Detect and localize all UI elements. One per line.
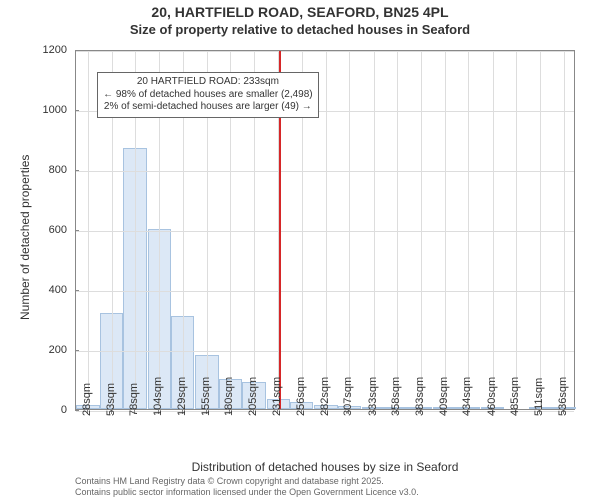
- title-line-1: 20, HARTFIELD ROAD, SEAFORD, BN25 4PL: [0, 4, 600, 22]
- chart-title: 20, HARTFIELD ROAD, SEAFORD, BN25 4PL Si…: [0, 4, 600, 38]
- gridline-h: [76, 231, 574, 232]
- title-line-2: Size of property relative to detached ho…: [0, 22, 600, 38]
- x-tick-label: 307sqm: [342, 377, 354, 416]
- y-tick-label: 800: [27, 164, 67, 176]
- y-axis-label: Number of detached properties: [18, 155, 32, 320]
- y-tick-label: 1000: [27, 104, 67, 116]
- y-tick-label: 200: [27, 344, 67, 356]
- x-tick-label: 28sqm: [81, 383, 93, 416]
- gridline-v: [326, 51, 327, 409]
- gridline-h: [76, 351, 574, 352]
- gridline-v: [374, 51, 375, 409]
- x-tick-label: 536sqm: [557, 377, 569, 416]
- y-tick-label: 1200: [27, 44, 67, 56]
- x-tick-label: 358sqm: [390, 377, 402, 416]
- annotation-line-1: 20 HARTFIELD ROAD: 233sqm: [103, 76, 313, 89]
- x-tick-label: 333sqm: [367, 377, 379, 416]
- x-tick-label: 383sqm: [414, 377, 426, 416]
- x-tick-label: 205sqm: [247, 377, 259, 416]
- annotation-callout: 20 HARTFIELD ROAD: 233sqm← 98% of detach…: [97, 72, 319, 118]
- x-tick-label: 282sqm: [319, 377, 331, 416]
- gridline-v: [445, 51, 446, 409]
- y-tick-label: 400: [27, 284, 67, 296]
- y-tick-label: 600: [27, 224, 67, 236]
- chart-container: 20, HARTFIELD ROAD, SEAFORD, BN25 4PL Si…: [0, 0, 600, 500]
- gridline-h: [76, 291, 574, 292]
- x-tick-label: 129sqm: [176, 377, 188, 416]
- gridline-h: [76, 171, 574, 172]
- x-tick-label: 78sqm: [128, 383, 140, 416]
- x-tick-label: 155sqm: [200, 377, 212, 416]
- attribution-line-1: Contains HM Land Registry data © Crown c…: [75, 476, 419, 487]
- gridline-h: [76, 51, 574, 52]
- x-tick-label: 231sqm: [271, 377, 283, 416]
- gridline-v: [88, 51, 89, 409]
- gridline-v: [493, 51, 494, 409]
- annotation-line-3: 2% of semi-detached houses are larger (4…: [103, 101, 313, 114]
- x-tick-label: 256sqm: [295, 377, 307, 416]
- x-tick-label: 180sqm: [223, 377, 235, 416]
- plot-area: 20 HARTFIELD ROAD: 233sqm← 98% of detach…: [75, 50, 575, 410]
- y-tick-mark: [75, 350, 79, 351]
- attribution-text: Contains HM Land Registry data © Crown c…: [75, 476, 419, 499]
- x-tick-label: 460sqm: [486, 377, 498, 416]
- gridline-v: [397, 51, 398, 409]
- y-tick-mark: [75, 170, 79, 171]
- y-tick-mark: [75, 110, 79, 111]
- x-tick-label: 53sqm: [105, 383, 117, 416]
- x-axis-ticks: 28sqm53sqm78sqm104sqm129sqm155sqm180sqm2…: [75, 410, 575, 465]
- gridline-v: [540, 51, 541, 409]
- x-tick-label: 511sqm: [533, 378, 545, 416]
- x-tick-label: 434sqm: [461, 377, 473, 416]
- gridline-v: [421, 51, 422, 409]
- annotation-line-2: ← 98% of detached houses are smaller (2,…: [103, 89, 313, 102]
- gridline-v: [516, 51, 517, 409]
- y-tick-mark: [75, 230, 79, 231]
- gridline-v: [349, 51, 350, 409]
- attribution-line-2: Contains public sector information licen…: [75, 487, 419, 498]
- y-tick-label: 0: [27, 404, 67, 416]
- y-tick-mark: [75, 50, 79, 51]
- x-axis-label: Distribution of detached houses by size …: [75, 460, 575, 474]
- gridline-v: [468, 51, 469, 409]
- x-tick-label: 104sqm: [152, 377, 164, 416]
- y-axis-ticks: 020040060080010001200: [0, 50, 75, 410]
- gridline-v: [564, 51, 565, 409]
- y-tick-mark: [75, 290, 79, 291]
- x-tick-label: 485sqm: [509, 377, 521, 416]
- x-tick-label: 409sqm: [438, 377, 450, 416]
